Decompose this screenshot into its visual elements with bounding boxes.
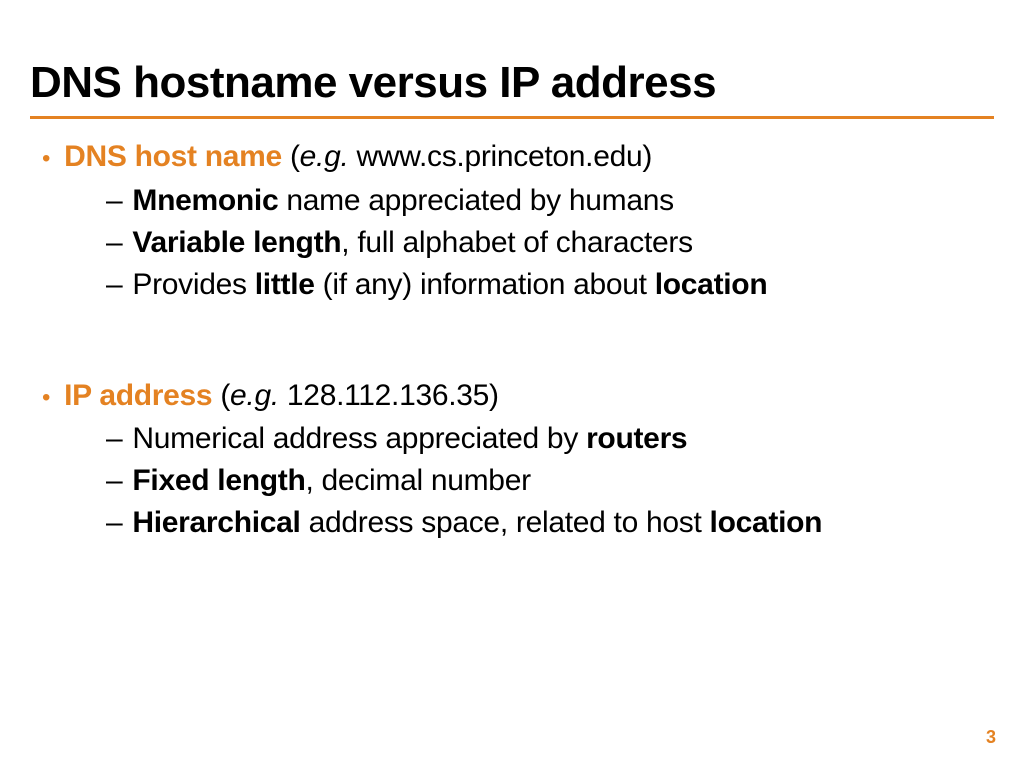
bullet-header-text: DNS host name (e.g. www.cs.princeton.edu…: [64, 137, 652, 178]
sub-item: – Fixed length, decimal number: [106, 460, 994, 502]
dash-marker-icon: –: [106, 460, 122, 502]
eg-label: e.g.: [230, 379, 279, 412]
bullet-header-bold: DNS host name: [64, 140, 282, 173]
bullet-marker-icon: •: [42, 143, 50, 175]
sub-item: – Hierarchical address space, related to…: [106, 502, 994, 544]
bullet-header-bold: IP address: [64, 379, 212, 412]
sub-text: Mnemonic name appreciated by humans: [132, 180, 673, 222]
sub-item: – Mnemonic name appreciated by humans: [106, 180, 994, 222]
bullet-header-text: IP address (e.g. 128.112.136.35): [64, 376, 499, 417]
dash-marker-icon: –: [106, 222, 122, 264]
bullet-section-dns: • DNS host name (e.g. www.cs.princeton.e…: [42, 137, 994, 306]
sub-list: – Mnemonic name appreciated by humans – …: [42, 180, 994, 306]
bullet-header: • IP address (e.g. 128.112.136.35): [42, 376, 994, 417]
header-example: www.cs.princeton.edu): [349, 140, 653, 173]
header-example: 128.112.136.35): [279, 379, 499, 412]
bullet-section-ip: • IP address (e.g. 128.112.136.35) – Num…: [42, 376, 994, 545]
eg-label: e.g.: [300, 140, 349, 173]
sub-text: Provides little (if any) information abo…: [132, 264, 767, 306]
sub-text: Hierarchical address space, related to h…: [132, 502, 822, 544]
sub-item: – Numerical address appreciated by route…: [106, 418, 994, 460]
dash-marker-icon: –: [106, 502, 122, 544]
slide-container: DNS hostname versus IP address • DNS hos…: [0, 0, 1024, 768]
sub-text: Variable length, full alphabet of charac…: [132, 222, 692, 264]
slide-title: DNS hostname versus IP address: [30, 58, 994, 108]
sub-text: Fixed length, decimal number: [132, 460, 530, 502]
title-divider: [30, 116, 994, 119]
bullet-header: • DNS host name (e.g. www.cs.princeton.e…: [42, 137, 994, 178]
dash-marker-icon: –: [106, 418, 122, 460]
sub-text: Numerical address appreciated by routers: [132, 418, 687, 460]
sub-item: – Variable length, full alphabet of char…: [106, 222, 994, 264]
sub-list: – Numerical address appreciated by route…: [42, 418, 994, 544]
dash-marker-icon: –: [106, 180, 122, 222]
page-number: 3: [986, 727, 996, 748]
bullet-marker-icon: •: [42, 382, 50, 414]
dash-marker-icon: –: [106, 264, 122, 306]
slide-content: • DNS host name (e.g. www.cs.princeton.e…: [30, 137, 994, 544]
sub-item: – Provides little (if any) information a…: [106, 264, 994, 306]
